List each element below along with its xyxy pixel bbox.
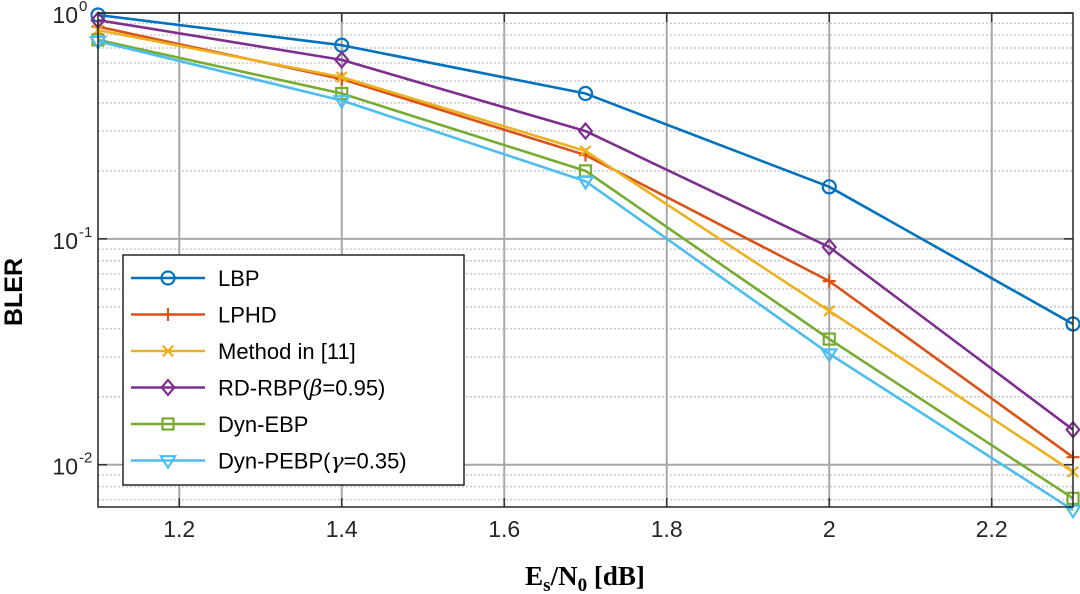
- data-point: [332, 95, 351, 110]
- y-tick-exponent: -1: [79, 224, 92, 241]
- data-point: [821, 237, 838, 257]
- legend-marker: [160, 270, 176, 286]
- data-point: [577, 121, 594, 141]
- plot-frame: [97, 12, 1074, 508]
- legend-marker: [158, 455, 178, 470]
- x-tick-label: 2.2: [976, 516, 1008, 542]
- x-axis-title-sub-s: s: [543, 575, 550, 594]
- y-tick-exponent: -2: [79, 450, 92, 467]
- data-point: [579, 144, 592, 157]
- data-point: [822, 332, 836, 346]
- data-point: [823, 304, 836, 317]
- data-point: [577, 85, 594, 102]
- data-point: [335, 86, 349, 101]
- legend-label: Dyn-EBP: [218, 412, 308, 437]
- y-tick-label: 10: [52, 228, 78, 254]
- data-point: [333, 50, 350, 70]
- legend: LBP LPHD Method in [11] RD-RBP(β=0.95) Dyn-E…: [122, 254, 465, 486]
- legend-marker: [161, 417, 175, 431]
- legend-marker: [161, 308, 175, 321]
- data-point: [822, 274, 836, 288]
- x-axis-title-sub-0: 0: [578, 575, 588, 594]
- legend-label: LPHD: [218, 303, 277, 328]
- data-point: [820, 348, 839, 363]
- data-point: [821, 179, 837, 195]
- legend-label: LBP: [218, 266, 260, 291]
- legend-marker: [162, 345, 174, 357]
- y-tick-label: 10: [52, 454, 78, 480]
- series-line: [97, 18, 1074, 431]
- x-tick-label: 1.4: [326, 516, 358, 542]
- series-line: [97, 13, 1074, 326]
- x-tick-label: 2: [823, 516, 836, 542]
- y-tick-label: 10: [52, 2, 78, 28]
- x-tick-label: 1.2: [163, 516, 195, 542]
- x-axis-title-n: /N: [550, 561, 579, 591]
- legend-marker: [160, 378, 176, 397]
- legend-label: RD-RBP(β=0.95): [218, 376, 385, 402]
- legend-box: [122, 254, 465, 486]
- legend-label: Dyn-PEBP(γ=0.35): [218, 449, 407, 475]
- x-axis-title-unit: [dB]: [587, 561, 645, 591]
- x-axis-title: Es/N0 [dB]: [525, 561, 645, 594]
- series-line: [97, 39, 1074, 512]
- x-tick-label: 1.6: [488, 516, 520, 542]
- x-tick-label: 1.8: [651, 516, 683, 542]
- data-point: [576, 175, 595, 191]
- y-axis-title: BLER: [0, 258, 28, 326]
- legend-label: Method in [11]: [218, 339, 356, 364]
- y-tick-exponent: 0: [79, 0, 87, 15]
- data-point: [335, 71, 348, 84]
- x-axis-title-e: E: [525, 561, 543, 591]
- series-line: [97, 38, 1074, 500]
